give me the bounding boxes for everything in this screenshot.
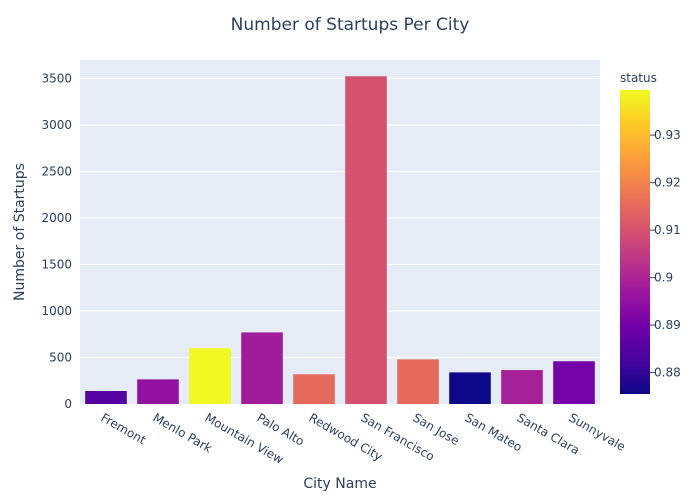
y-tick-label: 3000 <box>41 118 72 132</box>
plot-area <box>80 60 600 404</box>
colorbar-tick-label: 0.93 <box>654 128 681 142</box>
y-gridlines <box>80 78 600 359</box>
colorbar-tick-label: 0.88 <box>654 366 681 380</box>
bar <box>553 361 595 404</box>
bar <box>189 348 231 404</box>
y-tick-label: 1500 <box>41 258 72 272</box>
colorbar-tick-label: 0.9 <box>654 271 673 285</box>
colorbar-title: status <box>620 71 657 85</box>
y-tick-label: 3500 <box>41 72 72 86</box>
colorbar-tick-label: 0.92 <box>654 176 681 190</box>
bar <box>449 372 491 404</box>
colorbar-gradient <box>620 90 650 394</box>
y-tick-label: 2500 <box>41 165 72 179</box>
y-axis-ticks: 0 500 1000 1500 2000 2500 3000 3500 <box>41 72 72 411</box>
bar <box>293 374 335 404</box>
bar <box>501 370 543 404</box>
y-tick-label: 1000 <box>41 304 72 318</box>
bar <box>241 332 283 404</box>
colorbar: status 0.88 0.89 0.9 0.91 0.92 0.93 <box>620 71 681 394</box>
x-tick-label: Fremont <box>99 410 149 447</box>
colorbar-tick-label: 0.91 <box>654 223 681 237</box>
y-tick-label: 0 <box>64 397 72 411</box>
y-tick-label: 2000 <box>41 211 72 225</box>
y-axis-title: Number of Startups <box>12 163 28 301</box>
colorbar-tick-label: 0.89 <box>654 318 681 332</box>
chart-title: Number of Startups Per City <box>231 15 470 35</box>
x-axis-title: City Name <box>303 476 376 492</box>
y-tick-label: 500 <box>49 351 72 365</box>
x-tick-label: San Mateo <box>463 410 525 454</box>
colorbar-ticks: 0.88 0.89 0.9 0.91 0.92 0.93 <box>650 128 681 380</box>
bar <box>397 359 439 404</box>
bars <box>85 76 595 405</box>
bar <box>137 379 179 404</box>
bar <box>85 390 127 404</box>
bar <box>345 76 387 405</box>
